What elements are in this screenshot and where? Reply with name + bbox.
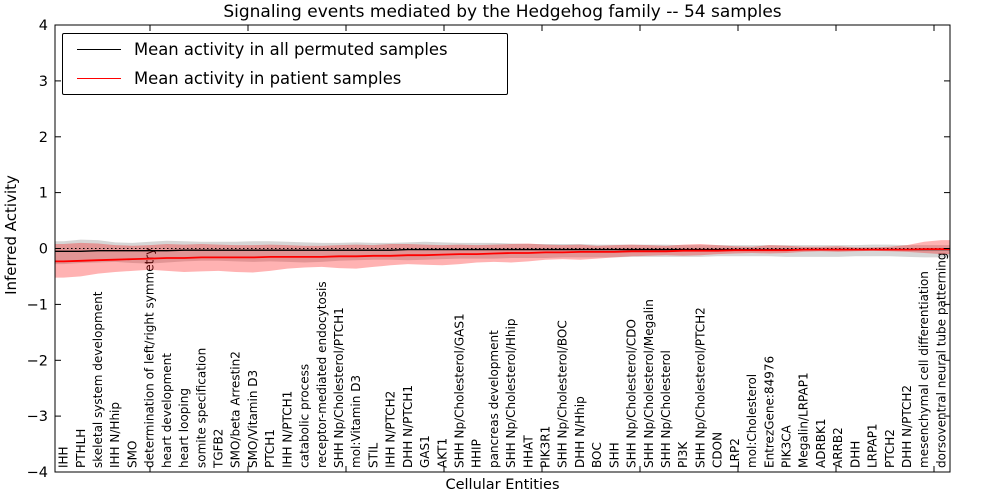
x-tick-label: CDON [711, 432, 725, 468]
y-tick-label: 1 [39, 186, 48, 202]
x-tick-label: EntrezGene:84976 [762, 356, 776, 468]
x-tick-label: AKT1 [435, 438, 449, 468]
x-tick-label: DHH [848, 441, 862, 468]
y-tick-label: −1 [27, 297, 48, 313]
x-tick-label: dorsoventral neural tube patterning [934, 252, 948, 468]
x-tick-label: TGFB2 [212, 429, 226, 469]
x-tick-label: SMO/Vitamin D3 [246, 370, 260, 468]
x-tick-label: Megalin/LRPAP1 [797, 372, 811, 468]
x-tick-label: DHH N/Hhip [573, 396, 587, 468]
patient-mean-line [55, 248, 950, 263]
x-tick-label: heart development [160, 353, 174, 468]
x-tick-label: DHH N/PTCH1 [401, 385, 415, 468]
x-tick-label: IHH N/PTCH1 [280, 391, 294, 468]
x-tick-label: SHH Np/Cholesterol/Hhip [504, 319, 518, 468]
permuted-band [55, 239, 950, 265]
x-tick-label: IHH N/PTCH2 [384, 391, 398, 468]
x-tick-label: SHH Np/Cholesterol/CDO [625, 319, 639, 468]
x-tick-label: PI3K [676, 441, 690, 468]
x-tick-label: PIK3CA [780, 424, 794, 468]
x-tick-label: SHH Np/Cholesterol/PTCH1 [332, 307, 346, 468]
x-tick-label: BOC [590, 442, 604, 468]
x-tick-label: determination of left/right symmetry [143, 248, 157, 468]
x-tick-label: ARRB2 [831, 427, 845, 468]
x-tick-label: SHH Np/Cholesterol [659, 350, 673, 468]
x-tick-label: HHAT [521, 435, 535, 468]
legend-entry-patient: Mean activity in patient samples [63, 65, 507, 93]
x-tick-label: catabolic process [298, 364, 312, 468]
y-tick-label: 0 [39, 242, 48, 258]
x-tick-label: PIK3R1 [539, 426, 553, 468]
x-tick-label: DHH N/PTCH2 [900, 385, 914, 468]
x-tick-label: IHH N/Hhip [108, 402, 122, 468]
x-tick-label: LRP2 [728, 438, 742, 468]
y-axis-label: Inferred Activity [2, 175, 20, 295]
x-tick-label: mesenchymal cell differentiation [917, 271, 931, 468]
x-tick-label: GAS1 [418, 435, 432, 468]
black-line-sample-icon [77, 48, 121, 50]
y-tick-label: −4 [27, 465, 48, 481]
x-axis-label: Cellular Entities [445, 477, 560, 493]
legend: Mean activity in all permuted samples Me… [62, 33, 508, 95]
x-tick-label: SHH Np/Cholesterol/BOC [556, 320, 570, 468]
x-tick-label: PTCH1 [263, 429, 277, 468]
legend-label-permuted: Mean activity in all permuted samples [134, 39, 448, 59]
x-tick-label: SHH Np/Cholesterol/GAS1 [453, 313, 467, 468]
x-tick-label: PTCH2 [883, 429, 897, 468]
x-tick-label: SMO [126, 441, 140, 468]
x-tick-label: skeletal system development [91, 291, 105, 468]
x-tick-label: STIL [366, 443, 380, 468]
x-tick-label: pancreas development [487, 330, 501, 468]
y-tick-label: 4 [39, 18, 48, 34]
x-tick-label: SHH Np/Cholesterol/PTCH2 [693, 307, 707, 468]
x-tick-label: LRPAP1 [866, 423, 880, 468]
x-tick-label: mol:Cholesterol [745, 374, 759, 468]
x-tick-label: mol:Vitamin D3 [349, 375, 363, 468]
x-tick-label: SHH Np/Cholesterol/Megalin [642, 299, 656, 468]
y-tick-label: 2 [39, 130, 48, 146]
legend-label-patient: Mean activity in patient samples [134, 69, 402, 89]
red-line-sample-icon [77, 78, 121, 80]
legend-entry-permuted: Mean activity in all permuted samples [63, 35, 507, 63]
x-tick-label: receptor-mediated endocytosis [315, 281, 329, 468]
y-tick-label: 3 [39, 74, 48, 90]
x-tick-label: IHH [57, 446, 71, 468]
x-tick-label: somite specification [194, 348, 208, 468]
x-tick-label: HHIP [470, 439, 484, 468]
x-tick-label: ADRBK1 [814, 418, 828, 468]
chart-title: Signaling events mediated by the Hedgeho… [223, 2, 782, 22]
x-tick-label: heart looping [177, 388, 191, 468]
y-tick-label: −2 [27, 353, 48, 369]
y-tick-label: −3 [27, 409, 48, 425]
x-tick-label: PTHLH [74, 429, 88, 468]
x-tick-label: SMO/beta Arrestin2 [229, 351, 243, 468]
x-tick-label: SHH [607, 442, 621, 468]
